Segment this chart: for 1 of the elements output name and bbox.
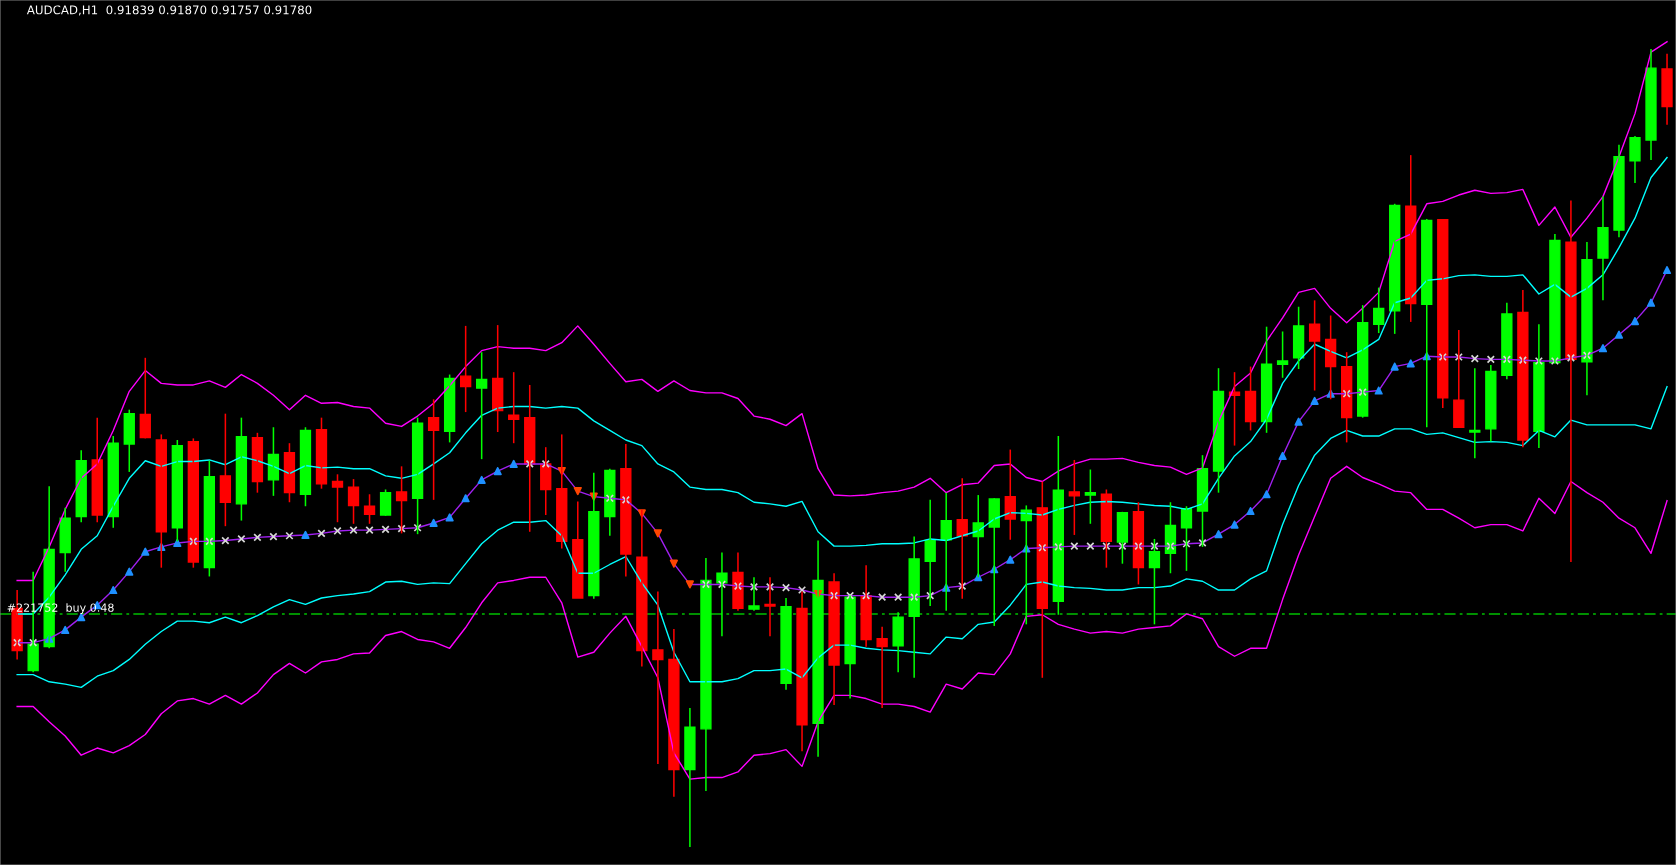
chart-title: AUDCAD,H1 0.91839 0.91870 0.91757 0.91780 xyxy=(26,5,312,16)
